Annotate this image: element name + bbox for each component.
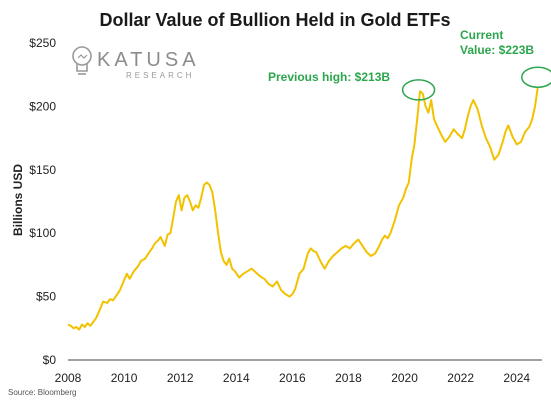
annotations: Previous high: $213B Current Value: $223… <box>268 28 551 101</box>
y-tick-label: $100 <box>29 226 56 240</box>
x-tick-label: 2016 <box>279 371 306 385</box>
series-line <box>67 87 539 331</box>
x-tick-label: 2010 <box>111 371 138 385</box>
y-tick-label: $250 <box>29 36 56 50</box>
logo-sub: RESEARCH <box>126 71 194 80</box>
y-tick-label: $150 <box>29 163 56 177</box>
logo-name: KATUSA <box>97 49 200 71</box>
series-layer <box>67 87 539 331</box>
current-label: Current <box>460 28 503 42</box>
y-tick-label: $50 <box>36 290 56 304</box>
x-tick-label: 2022 <box>447 371 474 385</box>
x-tick-label: 2008 <box>55 371 82 385</box>
chart-title: Dollar Value of Bullion Held in Gold ETF… <box>99 10 450 30</box>
x-tick-label: 2024 <box>503 371 530 385</box>
lightbulb-logo-icon <box>72 46 92 75</box>
x-tick-label: 2012 <box>167 371 194 385</box>
previous-high-circle <box>401 79 436 101</box>
x-axis-ticks: 2008 2010 2012 2014 2016 2018 2020 2022 2024 <box>55 371 531 385</box>
current-value-circle <box>521 66 551 88</box>
y-tick-label: $0 <box>43 353 57 367</box>
previous-high-label: Previous high: $213B <box>268 70 390 84</box>
x-tick-label: 2018 <box>335 371 362 385</box>
source-note: Source: Bloomberg <box>8 388 76 397</box>
y-axis-label: Billions USD <box>11 164 25 236</box>
current-value-label: Value: $223B <box>460 43 534 57</box>
y-tick-label: $200 <box>29 99 56 113</box>
y-axis-ticks: $0 $50 $100 $150 $200 $250 <box>29 36 56 367</box>
logo: KATUSA RESEARCH <box>72 46 200 80</box>
x-tick-label: 2020 <box>391 371 418 385</box>
x-tick-label: 2014 <box>223 371 250 385</box>
